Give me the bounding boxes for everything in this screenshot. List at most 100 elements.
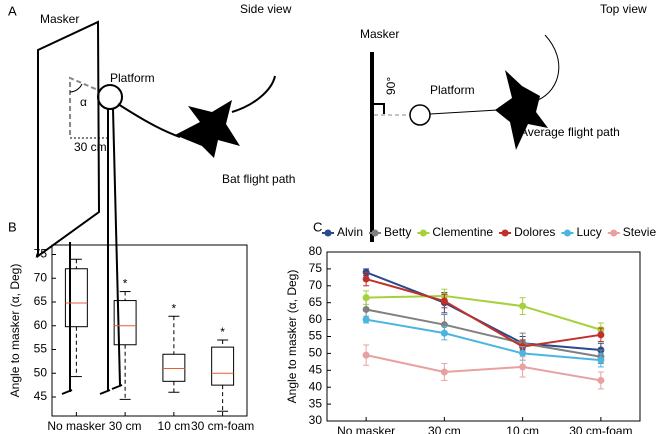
- view-title: Top view: [600, 2, 647, 16]
- bat: [175, 100, 240, 158]
- y-tick-label: 60: [34, 318, 48, 332]
- y-tick-label: 80: [309, 244, 323, 258]
- point: [362, 305, 370, 313]
- x-tick-label: 10 cm: [158, 419, 191, 433]
- series-line: [366, 294, 602, 331]
- legend-marker: [419, 229, 427, 237]
- angle-arc: [69, 83, 83, 93]
- series-line: [365, 278, 602, 348]
- bat: [495, 70, 548, 150]
- view-title: Side view: [240, 2, 292, 16]
- angle-label: 90°: [384, 77, 398, 95]
- series-line: [365, 271, 601, 352]
- point: [362, 316, 370, 324]
- point: [440, 297, 448, 305]
- legend-label: Alvin: [337, 225, 363, 239]
- legend-label: Lucy: [576, 225, 601, 239]
- panel-label: A: [8, 3, 17, 18]
- y-tick-label: 45: [34, 389, 48, 403]
- y-tick-label: 65: [309, 295, 323, 309]
- box: [64, 268, 88, 328]
- y-axis-label: Angle to masker (α, Deg): [285, 270, 299, 404]
- box: [211, 346, 235, 386]
- foot: [61, 389, 73, 395]
- x-tick-label: 30 cm-foam: [191, 419, 254, 433]
- point: [362, 294, 370, 302]
- x-tick-label: 30 cm: [428, 424, 461, 434]
- point: [362, 275, 370, 283]
- x-tick-label: No masker: [47, 419, 105, 433]
- flight-path: [231, 75, 276, 113]
- masker-label: Masker: [360, 27, 399, 41]
- x-tick-label: 30 cm-foam: [569, 424, 632, 434]
- point: [362, 351, 370, 359]
- y-tick-label: 55: [309, 329, 323, 343]
- significance: *: [123, 277, 128, 291]
- panel-label: C: [313, 219, 322, 234]
- point: [440, 329, 448, 337]
- path-label: Bat flight path: [222, 172, 295, 186]
- foot: [111, 384, 123, 390]
- y-tick-label: 75: [309, 261, 323, 275]
- point: [597, 356, 605, 364]
- platform-pole: [112, 108, 121, 386]
- platform-label: Platform: [110, 71, 155, 85]
- right-angle: [374, 103, 385, 114]
- y-tick-label: 55: [34, 342, 48, 356]
- y-tick-label: 45: [309, 362, 323, 376]
- y-tick-label: 40: [309, 379, 323, 393]
- point: [597, 331, 605, 339]
- point: [440, 368, 448, 376]
- series-line: [365, 318, 601, 362]
- x-tick-label: 30 cm: [109, 419, 142, 433]
- point: [519, 302, 527, 310]
- top-view: Masker 90° Platform Average flight path …: [360, 2, 647, 242]
- masker-plane: [37, 20, 101, 258]
- y-tick-label: 35: [309, 396, 323, 410]
- platform: [97, 84, 123, 110]
- significance: *: [220, 325, 225, 339]
- y-tick-label: 60: [309, 312, 323, 326]
- legend-label: Stevie: [623, 225, 657, 239]
- angle-label: α: [80, 95, 87, 109]
- legend-label: Dolores: [514, 225, 555, 239]
- platform-label: Platform: [430, 83, 475, 97]
- y-tick-label: 50: [309, 346, 323, 360]
- box: [113, 300, 137, 346]
- y-tick-label: 75: [34, 247, 48, 261]
- y-tick-label: 70: [309, 278, 323, 292]
- panel-label: B: [8, 219, 17, 234]
- distance-label: 30 cm: [74, 140, 107, 154]
- legend-marker: [563, 229, 571, 237]
- point: [519, 349, 527, 357]
- y-tick-label: 30: [309, 413, 323, 427]
- box: [162, 353, 186, 382]
- x-tick-label: No masker: [337, 424, 395, 434]
- legend-marker: [610, 229, 618, 237]
- series-line: [365, 354, 602, 382]
- foot: [99, 389, 111, 395]
- flight-path: [537, 34, 560, 101]
- point: [597, 376, 605, 384]
- significance: *: [172, 301, 177, 315]
- y-tick-label: 65: [34, 294, 48, 308]
- angle-line: [69, 76, 99, 135]
- y-tick-label: 50: [34, 365, 48, 379]
- legend-marker: [501, 229, 509, 237]
- flight-path: [429, 109, 499, 115]
- platform: [409, 104, 431, 126]
- y-axis-label: Angle to masker (α, Deg): [8, 264, 22, 398]
- series-line: [365, 308, 602, 358]
- plot-frame: [51, 244, 248, 417]
- flight-path: [117, 103, 181, 138]
- x-tick-label: 10 cm: [506, 424, 539, 434]
- legend-marker: [324, 229, 332, 237]
- y-tick-label: 70: [34, 270, 48, 284]
- masker-label: Masker: [40, 12, 79, 26]
- path-label: Average flight path: [520, 125, 620, 139]
- side-view: A Masker Side view Platform α 30 cm Bat …: [8, 2, 295, 395]
- legend-marker: [371, 229, 379, 237]
- legend-label: Clementine: [432, 225, 493, 239]
- legend-label: Betty: [384, 225, 411, 239]
